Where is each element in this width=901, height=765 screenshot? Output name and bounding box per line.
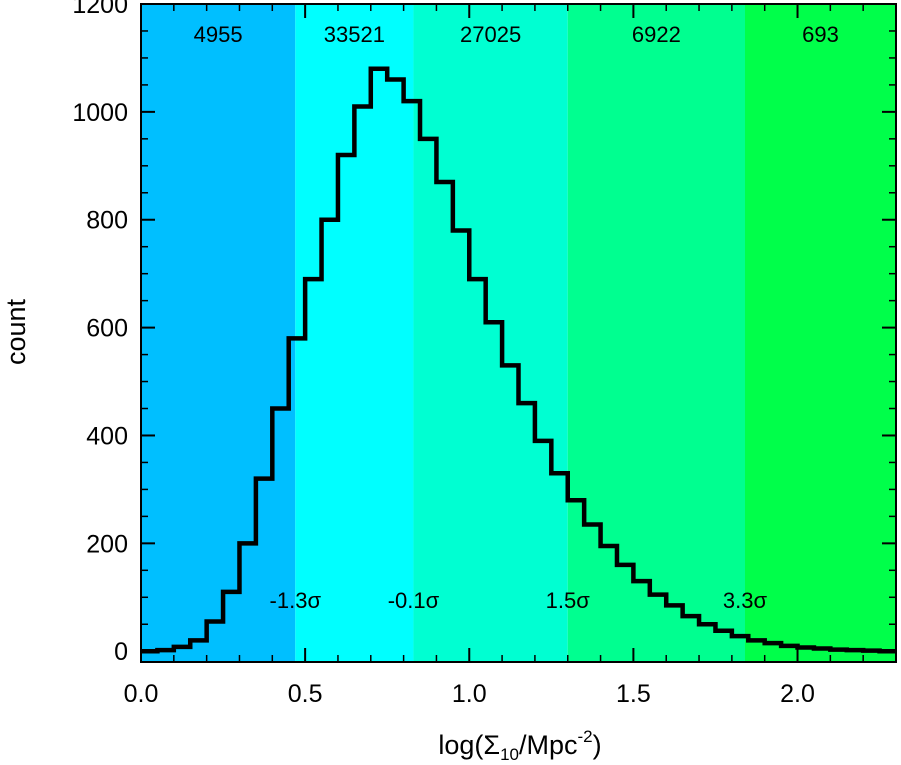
y-tick-label: 400 (86, 422, 128, 450)
y-tick-label: 1200 (72, 0, 128, 19)
x-axis-ticks: 0.0 0.5 1.0 1.5 2.0 (124, 4, 864, 708)
x-tick-label: 2.0 (780, 680, 815, 708)
x-tick-label: 1.0 (452, 680, 487, 708)
histogram-line (141, 66, 896, 654)
band-1 (295, 4, 414, 662)
band-count-2: 27025 (460, 22, 521, 47)
y-tick-label: 800 (86, 207, 128, 235)
y-tick-label: 1000 (72, 99, 128, 127)
band-count-4: 693 (802, 22, 839, 47)
band-sigma-4: 3.3σ (723, 588, 768, 613)
histogram (141, 66, 896, 654)
band-count-3: 6922 (632, 22, 681, 47)
band-count-0: 4955 (194, 22, 243, 47)
band-0 (141, 4, 296, 662)
x-tick-label: 0.5 (288, 680, 323, 708)
y-tick-label: 600 (86, 315, 128, 343)
plot-frame (140, 3, 897, 663)
band-sigma-1: -1.3σ (270, 588, 322, 613)
y-tick-label: 0 (114, 638, 128, 666)
band-sigma-2: -0.1σ (388, 588, 440, 613)
density-bands (141, 4, 896, 662)
y-axis-label: count (1, 298, 31, 365)
band-3 (567, 4, 745, 662)
y-axis-ticks: 0 200 400 600 800 1000 1200 (72, 0, 896, 666)
band-sigma-3: 1.5σ (546, 588, 591, 613)
band-2 (413, 4, 568, 662)
x-tick-label: 0.0 (124, 680, 159, 708)
x-tick-label: 1.5 (616, 680, 651, 708)
x-axis-label: log(Σ10/Mpc-2) (438, 727, 601, 764)
band-4 (745, 4, 896, 662)
band-labels: 4955 33521 -1.3σ 27025 -0.1σ 6922 1.5σ 693 3.3σ (194, 22, 839, 613)
y-tick-label: 200 (86, 530, 128, 558)
band-count-1: 33521 (324, 22, 385, 47)
